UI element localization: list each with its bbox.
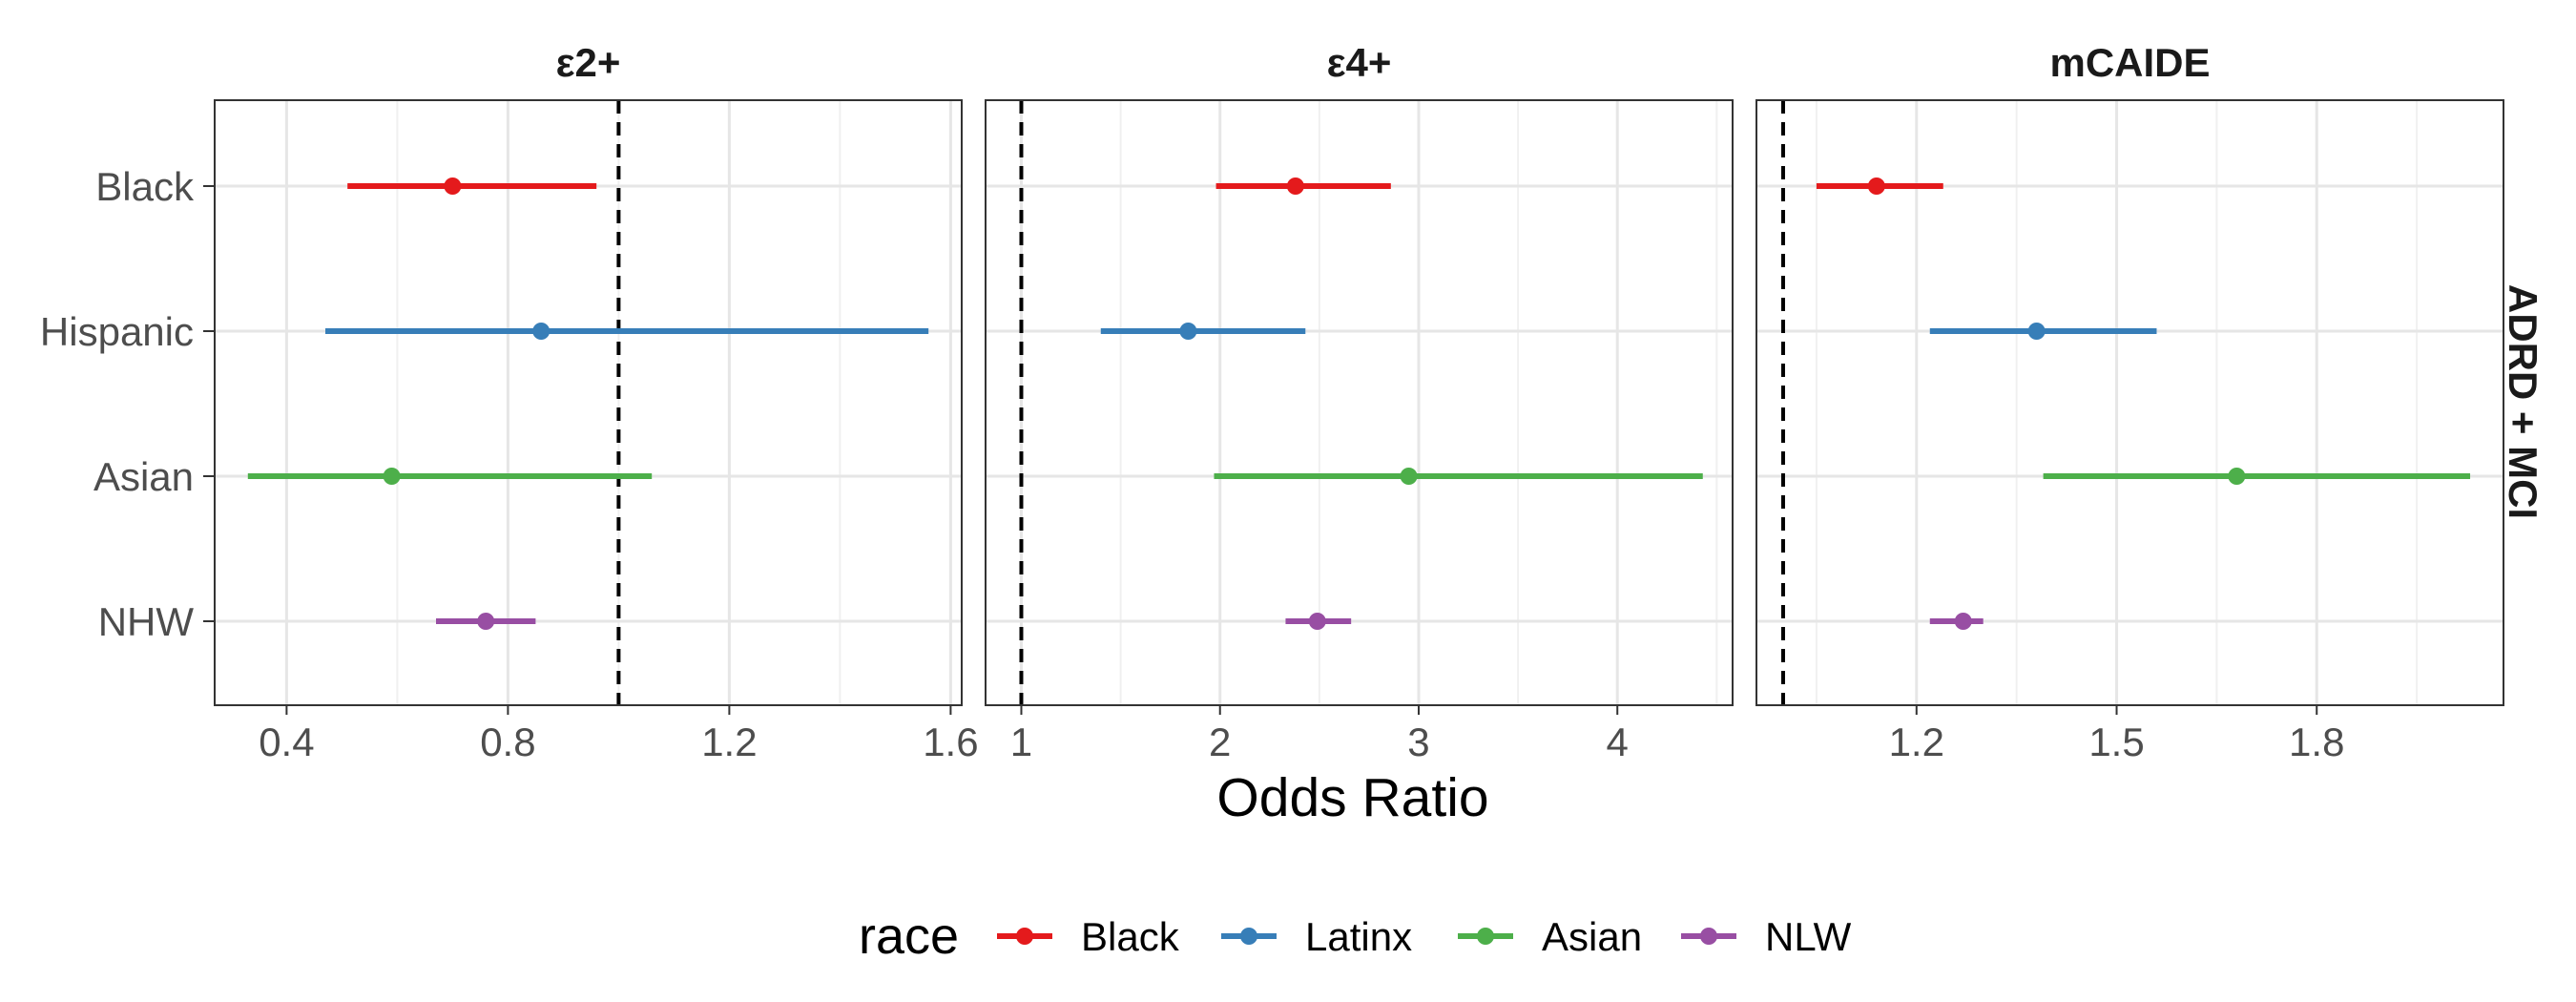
legend-label: NLW	[1765, 914, 1852, 959]
facet-panel: mCAIDE 1.2 1.5 1.8	[1755, 40, 2504, 764]
y-axis: Black Hispanic Asian NHW	[40, 164, 215, 644]
facet-panel: ε4+ 1 2 3 4	[985, 40, 1734, 764]
facet-strip-label: ADRD + MCI	[2501, 284, 2545, 519]
point-estimate	[1286, 177, 1304, 195]
point-estimate	[1308, 613, 1326, 630]
legend-item: NLW	[1681, 914, 1852, 959]
legend: race Black Latinx Asian NLW	[859, 908, 1852, 965]
point-estimate	[444, 177, 462, 195]
y-tick-label: NHW	[98, 599, 195, 644]
legend-label: Asian	[1542, 914, 1642, 959]
facet-panels: ε2+ 0.4 0.8 1.2 1.6 ε4+ 1 2 3 4 mCAIDE 1.2 1.5 1.8	[214, 40, 2504, 764]
x-tick-label: 1.2	[1889, 720, 1944, 764]
y-tick-label: Hispanic	[40, 309, 194, 354]
legend-key-point	[1016, 928, 1033, 945]
x-tick-label: 1.5	[2088, 720, 2144, 764]
legend-label: Black	[1081, 914, 1180, 959]
point-estimate	[2228, 468, 2246, 485]
panel-border	[214, 99, 963, 706]
panel-border	[985, 99, 1734, 706]
point-estimate	[1179, 323, 1197, 340]
facet-title: mCAIDE	[2049, 40, 2210, 85]
point-estimate	[477, 613, 495, 630]
point-estimate	[1954, 613, 1972, 630]
x-tick-label: 0.4	[259, 720, 314, 764]
panel-border	[1755, 99, 2504, 706]
legend-title: race	[859, 908, 959, 965]
x-tick-label: 0.8	[480, 720, 535, 764]
point-estimate	[383, 468, 401, 485]
legend-item: Latinx	[1221, 914, 1412, 959]
legend-label: Latinx	[1305, 914, 1412, 959]
x-tick-label: 3	[1407, 720, 1429, 764]
y-tick-label: Black	[95, 164, 195, 209]
x-axis-title: Odds Ratio	[1216, 767, 1488, 828]
x-tick-label: 2	[1209, 720, 1231, 764]
legend-key-point	[1477, 928, 1494, 945]
x-tick-label: 1.6	[923, 720, 978, 764]
point-estimate	[2027, 323, 2046, 340]
x-tick-label: 1.8	[2289, 720, 2344, 764]
x-tick-label: 1	[1010, 720, 1032, 764]
legend-item: Black	[997, 914, 1180, 959]
facet-title: ε4+	[1327, 40, 1392, 85]
point-estimate	[1400, 468, 1418, 485]
facet-title: ε2+	[556, 40, 621, 85]
x-tick-label: 1.2	[701, 720, 757, 764]
point-estimate	[532, 323, 551, 340]
y-tick-label: Asian	[93, 454, 194, 499]
legend-key-point	[1240, 928, 1257, 945]
legend-item: Asian	[1458, 914, 1642, 959]
point-estimate	[1867, 177, 1885, 195]
facet-panel: ε2+ 0.4 0.8 1.2 1.6	[214, 40, 979, 764]
x-tick-label: 4	[1607, 720, 1629, 764]
legend-key-point	[1700, 928, 1717, 945]
